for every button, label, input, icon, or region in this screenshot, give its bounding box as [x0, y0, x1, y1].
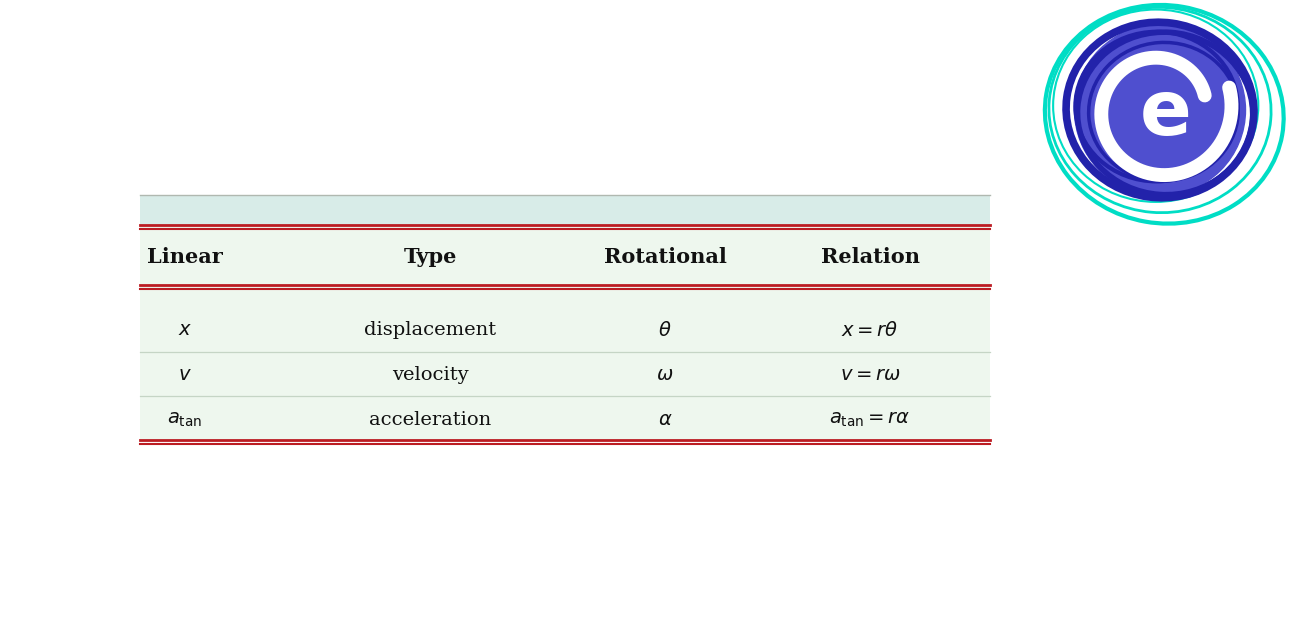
Text: $\alpha$: $\alpha$ [658, 411, 673, 429]
Text: $\mathbf{e}$: $\mathbf{e}$ [1140, 77, 1189, 151]
Text: $v$: $v$ [178, 366, 191, 384]
Text: Rotational: Rotational [604, 247, 726, 267]
Text: acceleration: acceleration [369, 411, 490, 429]
Text: $x = r\theta$: $x = r\theta$ [842, 321, 899, 339]
Text: $\omega$: $\omega$ [656, 366, 674, 384]
Text: Linear: Linear [147, 247, 222, 267]
Text: $a_{\mathrm{tan}} = r\alpha$: $a_{\mathrm{tan}} = r\alpha$ [829, 411, 911, 429]
Text: displacement: displacement [364, 321, 496, 339]
Text: $\theta$: $\theta$ [658, 321, 671, 339]
Text: $v = r\omega$: $v = r\omega$ [839, 366, 900, 384]
Text: $a_{\mathrm{tan}}$: $a_{\mathrm{tan}}$ [168, 411, 203, 429]
Text: velocity: velocity [392, 366, 468, 384]
FancyBboxPatch shape [141, 195, 990, 440]
Text: $x$: $x$ [178, 321, 193, 339]
Text: Type: Type [403, 247, 457, 267]
Circle shape [1075, 24, 1245, 195]
Text: Relation: Relation [821, 247, 920, 267]
FancyBboxPatch shape [141, 195, 990, 225]
